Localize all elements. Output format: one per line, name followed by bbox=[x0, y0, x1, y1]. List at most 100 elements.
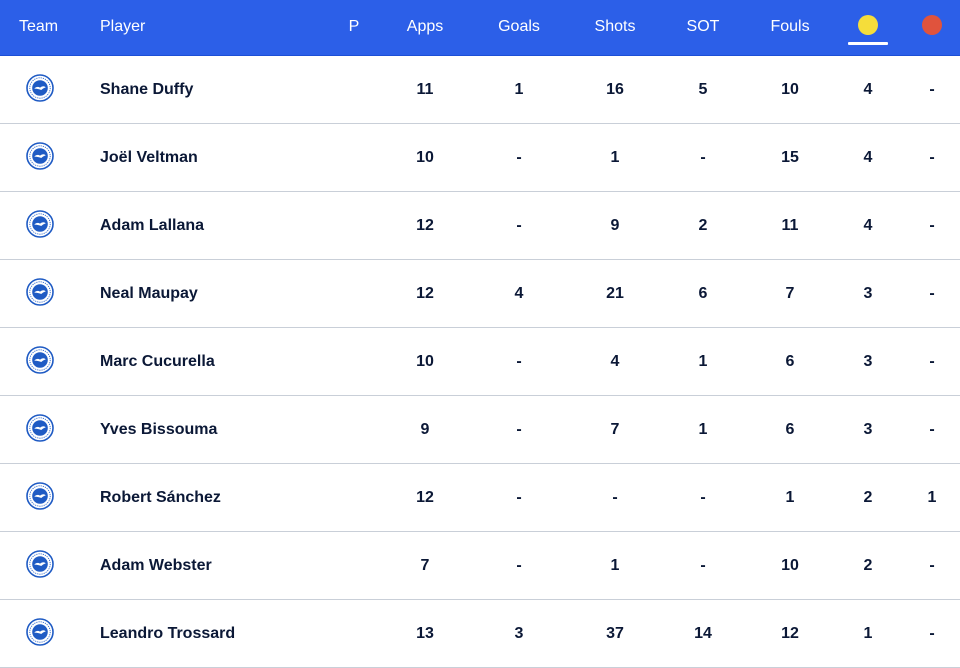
yellow-cards-cell: 3 bbox=[863, 285, 873, 302]
yellow-cards-cell: 3 bbox=[863, 353, 873, 370]
table-row[interactable]: Yves Bissouma 9 - 7 1 6 3 - bbox=[0, 396, 960, 464]
player-name-link[interactable]: Leandro Trossard bbox=[100, 625, 236, 642]
table-row[interactable]: Robert Sánchez 12- - -1 2 1 bbox=[0, 464, 960, 532]
player-name-link[interactable]: Adam Webster bbox=[100, 557, 212, 574]
sot-cell: 14 bbox=[694, 625, 712, 642]
player-name-link[interactable]: Yves Bissouma bbox=[100, 421, 218, 438]
sot-column-header[interactable]: SOT bbox=[686, 18, 720, 35]
shots-cell: 4 bbox=[610, 353, 620, 370]
table-row[interactable]: Adam Lallana 12 - 9 2 11 4 - bbox=[0, 192, 960, 260]
fouls-column-header[interactable]: Fouls bbox=[770, 18, 810, 35]
yellow-cards-column-header[interactable] bbox=[858, 0, 878, 55]
sot-cell: - bbox=[700, 149, 706, 166]
table-row[interactable]: Marc Cucurella 10 - 4 1 6 3 - bbox=[0, 328, 960, 396]
yellow-cards-cell: 2 bbox=[863, 489, 873, 506]
shots-cell: 9 bbox=[610, 217, 620, 234]
brighton-crest-icon bbox=[26, 550, 54, 578]
shots-column-header[interactable]: Shots bbox=[594, 18, 636, 35]
position-column-header[interactable]: P bbox=[348, 18, 360, 35]
goals-cell: - bbox=[516, 421, 522, 438]
yellow-cards-cell: 4 bbox=[863, 81, 873, 98]
goals-cell: - bbox=[516, 353, 522, 370]
fouls-cell: 1 bbox=[785, 489, 795, 506]
brighton-crest-icon bbox=[26, 482, 54, 510]
player-name-link[interactable]: Marc Cucurella bbox=[100, 353, 215, 370]
goals-cell: - bbox=[516, 557, 522, 574]
apps-cell: 10 bbox=[416, 149, 434, 166]
table-row[interactable]: Joël Veltman 10 - 1 - 15 4 - bbox=[0, 124, 960, 192]
player-name-link[interactable]: Adam Lallana bbox=[100, 217, 205, 234]
shots-cell: 21 bbox=[606, 285, 624, 302]
player-name-link[interactable]: Neal Maupay bbox=[100, 285, 198, 302]
fouls-cell: 6 bbox=[785, 353, 795, 370]
goals-column-header[interactable]: Goals bbox=[498, 18, 540, 35]
brighton-crest-icon bbox=[26, 210, 54, 238]
sot-cell: - bbox=[700, 557, 706, 574]
team-column-header[interactable]: Team bbox=[19, 18, 59, 35]
table-row[interactable]: Neal Maupay 12 4 21 6 7 3 - bbox=[0, 260, 960, 328]
red-cards-cell: - bbox=[929, 285, 935, 302]
red-cards-cell: - bbox=[929, 217, 935, 234]
red-cards-cell: - bbox=[929, 81, 935, 98]
apps-cell: 7 bbox=[420, 557, 430, 574]
sot-cell: - bbox=[700, 489, 706, 506]
yellow-cards-cell: 4 bbox=[863, 217, 873, 234]
fouls-cell: 7 bbox=[785, 285, 795, 302]
goals-cell: 1 bbox=[514, 81, 524, 98]
red-card-icon bbox=[922, 15, 942, 36]
apps-cell: 9 bbox=[420, 421, 430, 438]
red-cards-cell: - bbox=[929, 353, 935, 370]
active-sort-indicator bbox=[848, 42, 888, 45]
fouls-cell: 10 bbox=[781, 557, 799, 574]
apps-cell: 10 bbox=[416, 353, 434, 370]
brighton-crest-icon bbox=[26, 618, 54, 646]
apps-cell: 12 bbox=[416, 285, 434, 302]
player-name-link[interactable]: Robert Sánchez bbox=[100, 489, 221, 506]
apps-cell: 12 bbox=[416, 489, 434, 506]
red-cards-cell: - bbox=[929, 557, 935, 574]
brighton-crest-icon bbox=[26, 142, 54, 170]
shots-cell: 1 bbox=[610, 557, 620, 574]
table-header: Team Player P Apps Goals Shots SOT Fouls bbox=[0, 0, 960, 56]
brighton-crest-icon bbox=[26, 278, 54, 306]
goals-cell: 4 bbox=[514, 285, 524, 302]
apps-cell: 11 bbox=[416, 81, 434, 98]
shots-cell: 7 bbox=[610, 421, 620, 438]
sot-cell: 6 bbox=[698, 285, 708, 302]
goals-cell: 3 bbox=[514, 625, 524, 642]
fouls-cell: 11 bbox=[781, 217, 799, 234]
sot-cell: 2 bbox=[698, 217, 708, 234]
table-row[interactable]: Adam Webster 7 - 1 - 10 2 - bbox=[0, 532, 960, 600]
red-cards-cell: - bbox=[929, 625, 935, 642]
stats-table-body: Shane Duffy 11 1 16 5 10 4- Joël Veltman 10-1-15… bbox=[0, 56, 960, 668]
fouls-cell: 15 bbox=[781, 149, 799, 166]
goals-cell: - bbox=[516, 149, 522, 166]
red-cards-cell: 1 bbox=[927, 489, 937, 506]
yellow-cards-cell: 4 bbox=[863, 149, 873, 166]
goals-cell: - bbox=[516, 489, 522, 506]
table-row[interactable]: Leandro Trossard 13 3 37 14 12 1 - bbox=[0, 600, 960, 668]
red-cards-column-header[interactable] bbox=[922, 0, 942, 55]
yellow-cards-cell: 1 bbox=[863, 625, 873, 642]
yellow-cards-cell: 2 bbox=[863, 557, 873, 574]
red-cards-cell: - bbox=[929, 149, 935, 166]
apps-cell: 12 bbox=[416, 217, 434, 234]
apps-column-header[interactable]: Apps bbox=[406, 18, 444, 35]
shots-cell: - bbox=[612, 489, 618, 506]
table-row[interactable]: Shane Duffy 11 1 16 5 10 4- bbox=[0, 56, 960, 124]
brighton-crest-icon bbox=[26, 346, 54, 374]
player-name-link[interactable]: Joël Veltman bbox=[100, 149, 198, 166]
goals-cell: - bbox=[516, 217, 522, 234]
red-cards-cell: - bbox=[929, 421, 935, 438]
sot-cell: 5 bbox=[698, 81, 708, 98]
player-name-link[interactable]: Shane Duffy bbox=[100, 81, 194, 98]
brighton-crest-icon bbox=[26, 74, 54, 102]
fouls-cell: 12 bbox=[781, 625, 799, 642]
shots-cell: 16 bbox=[606, 81, 624, 98]
player-column-header[interactable]: Player bbox=[100, 18, 146, 35]
apps-cell: 13 bbox=[416, 625, 434, 642]
yellow-cards-cell: 3 bbox=[863, 421, 873, 438]
fouls-cell: 6 bbox=[785, 421, 795, 438]
shots-cell: 1 bbox=[610, 149, 620, 166]
fouls-cell: 10 bbox=[781, 81, 799, 98]
